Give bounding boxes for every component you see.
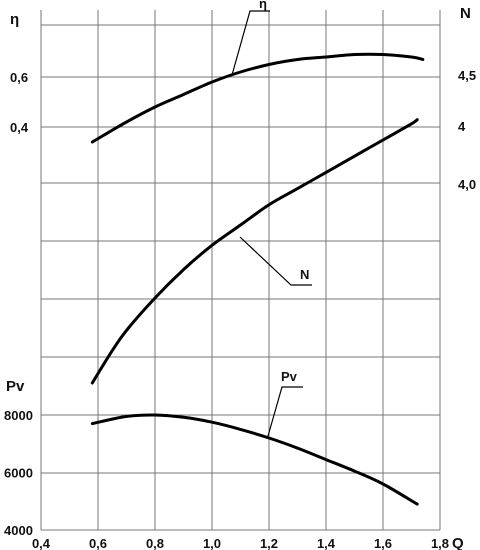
- n-tick-label: 4: [458, 119, 466, 134]
- x-tick-label: 1,6: [374, 536, 392, 550]
- curves: [90, 52, 425, 506]
- x-tick-label: 1,8: [431, 536, 449, 550]
- series-line-n: [90, 118, 419, 385]
- tick-labels: 0,4 0,6 0,8 1,0 1,2 1,4 1,6 1,8 Qη 0,6 0,4 N 4,5 4 4,0…: [4, 5, 476, 550]
- series-label-eta: η: [259, 0, 267, 11]
- eta-tick-label: 0,6: [10, 70, 28, 85]
- leader-line-n: [239, 236, 312, 286]
- x-axis-label: Q: [452, 535, 464, 550]
- x-tick-label: 1,0: [203, 536, 221, 550]
- leader-line-eta: [231, 10, 270, 76]
- x-tick-label: 0,8: [146, 536, 164, 550]
- leader-line-pv: [267, 386, 303, 437]
- series-label-n: N: [300, 267, 309, 282]
- x-tick-label: 1,2: [260, 536, 278, 550]
- grid: [40, 10, 441, 531]
- n-axis-label: N: [460, 5, 471, 22]
- n-tick-label: 4,0: [458, 177, 476, 192]
- x-tick-label: 1,4: [317, 536, 336, 550]
- series-line-eta: [90, 52, 425, 144]
- x-tick-label: 0,6: [89, 536, 107, 550]
- pv-tick-label: 4000: [4, 523, 33, 538]
- eta-axis-label: η: [10, 11, 19, 28]
- pv-tick-label: 8000: [4, 408, 33, 423]
- pv-tick-label: 6000: [4, 466, 33, 481]
- x-tick-label: 0,4: [32, 536, 51, 550]
- eta-tick-label: 0,4: [10, 120, 29, 135]
- series-line-pv: [90, 413, 419, 506]
- pv-axis-label: Pv: [6, 378, 25, 395]
- annotations: η N Pv: [231, 0, 312, 437]
- n-tick-label: 4,5: [458, 68, 476, 83]
- series-label-pv: Pv: [281, 369, 298, 384]
